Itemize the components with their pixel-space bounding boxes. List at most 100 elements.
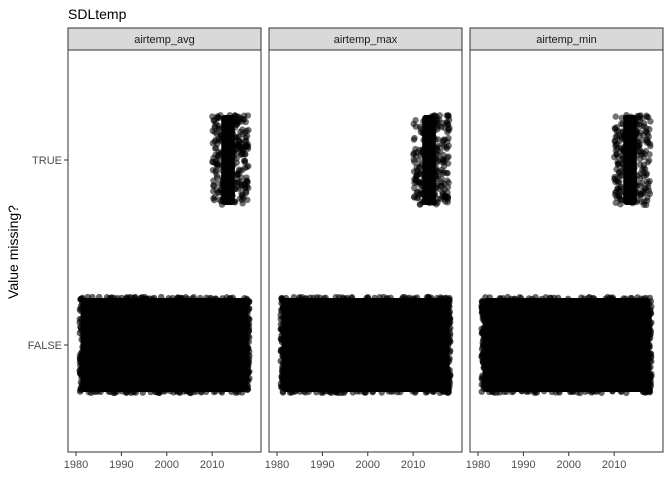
data-point-false	[478, 304, 486, 311]
data-point-false	[244, 386, 251, 393]
data-point-false	[77, 386, 84, 394]
data-point-true	[445, 134, 452, 142]
data-point-false	[524, 388, 531, 395]
data-point-false	[278, 300, 285, 307]
data-point-true	[213, 174, 221, 181]
data-point-true	[226, 111, 233, 119]
data-point-false	[639, 388, 647, 396]
data-point-false	[646, 311, 653, 319]
data-point-true	[212, 157, 220, 165]
facet-strip-label: airtemp_max	[334, 34, 398, 46]
data-point-true	[224, 129, 231, 136]
data-point-false	[278, 368, 286, 375]
data-point-true	[633, 121, 640, 129]
data-point-false	[478, 353, 485, 360]
data-point-true	[222, 155, 229, 162]
x-tick-label: 1980	[265, 459, 289, 471]
data-point-true	[432, 164, 440, 171]
data-point-true	[445, 127, 452, 134]
data-point-false	[585, 294, 592, 301]
data-point-true	[220, 115, 228, 123]
data-point-false	[218, 389, 226, 396]
data-point-true	[428, 126, 435, 134]
data-point-false	[313, 388, 320, 396]
data-point-false	[609, 388, 616, 395]
data-point-false	[326, 388, 334, 396]
data-point-true	[617, 196, 624, 203]
data-point-true	[231, 135, 239, 143]
data-point-false	[245, 344, 252, 352]
data-point-true	[444, 154, 451, 162]
facet-strip-label: airtemp_avg	[134, 34, 195, 46]
data-point-false	[446, 320, 453, 327]
data-point-true	[211, 196, 218, 204]
data-point-false	[150, 294, 158, 302]
data-point-false	[340, 389, 348, 396]
data-point-false	[78, 316, 85, 323]
data-point-true	[430, 176, 437, 184]
data-point-false	[333, 388, 341, 395]
data-point-false	[647, 363, 654, 371]
data-point-true	[445, 142, 452, 150]
data-point-true	[220, 124, 228, 131]
data-point-true	[646, 190, 654, 197]
data-point-false	[479, 359, 487, 366]
data-point-false	[197, 294, 204, 302]
data-point-true	[625, 151, 632, 158]
data-point-false	[279, 388, 287, 395]
data-point-true	[411, 134, 418, 142]
data-point-true	[444, 177, 451, 184]
data-point-true	[642, 184, 649, 192]
data-point-false	[279, 382, 286, 390]
data-point-false	[85, 388, 92, 396]
data-point-false	[76, 306, 84, 313]
data-point-true	[413, 172, 421, 179]
x-tick-label: 2010	[602, 459, 626, 471]
data-point-true	[245, 162, 252, 170]
data-point-true	[228, 192, 236, 199]
data-point-true	[617, 144, 625, 151]
data-point-true	[626, 169, 634, 177]
data-point-true	[245, 184, 252, 192]
data-point-true	[219, 174, 226, 181]
data-point-false	[127, 389, 135, 397]
data-point-true	[635, 148, 643, 156]
data-point-true	[424, 163, 431, 170]
data-point-true	[614, 159, 621, 166]
data-point-false	[246, 316, 253, 323]
data-point-true	[426, 135, 434, 142]
data-point-false	[445, 358, 453, 365]
data-point-true	[619, 155, 626, 163]
data-point-false	[480, 382, 487, 390]
data-point-true	[633, 127, 640, 135]
data-point-true	[428, 159, 436, 166]
data-point-false	[173, 388, 180, 395]
data-point-true	[631, 180, 639, 188]
data-point-false	[79, 343, 86, 351]
data-point-true	[624, 180, 632, 188]
data-point-false	[581, 388, 589, 395]
data-point-false	[144, 295, 151, 302]
data-point-true	[644, 159, 652, 166]
data-point-false	[316, 294, 323, 301]
data-point-false	[279, 349, 287, 357]
x-tick-label: 1980	[64, 459, 88, 471]
data-point-false	[289, 388, 296, 395]
y-axis-title: Value missing?	[5, 205, 21, 299]
data-point-false	[279, 377, 286, 384]
data-point-true	[627, 158, 635, 166]
data-point-false	[516, 294, 523, 301]
data-point-true	[616, 187, 623, 195]
data-point-false	[438, 387, 446, 395]
facet-strip-label: airtemp_min	[536, 34, 597, 46]
data-point-false	[540, 387, 548, 395]
data-point-true	[221, 180, 229, 187]
data-point-false	[445, 326, 453, 334]
data-point-false	[478, 309, 486, 316]
data-point-true	[618, 167, 625, 174]
data-point-true	[416, 123, 424, 130]
data-point-false	[361, 389, 369, 396]
data-point-true	[637, 191, 644, 198]
data-point-false	[609, 294, 616, 301]
data-point-true	[211, 128, 219, 136]
